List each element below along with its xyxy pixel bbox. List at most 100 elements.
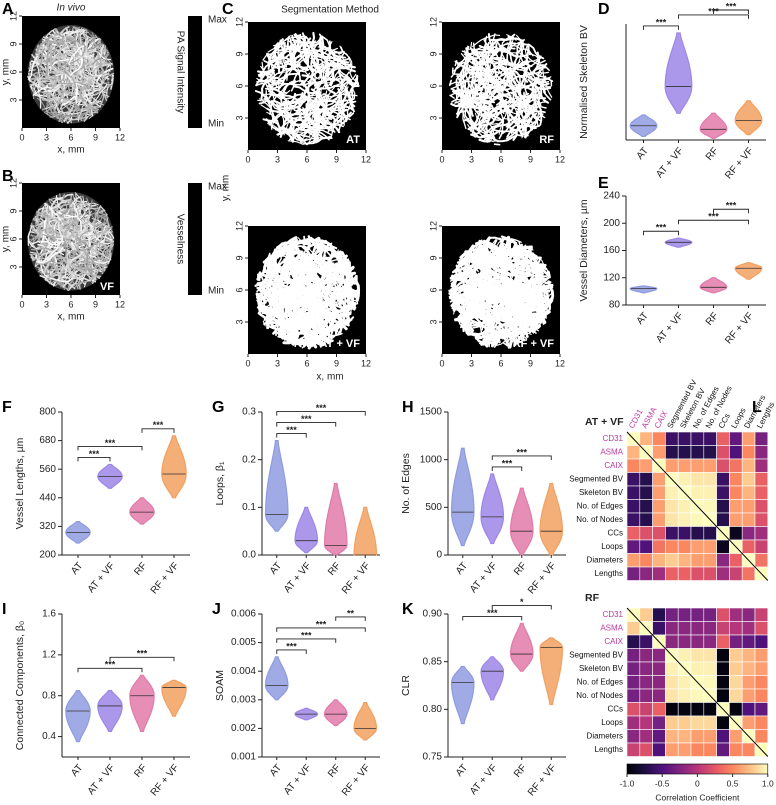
vessel	[62, 212, 78, 239]
vessel	[488, 72, 508, 99]
vessel	[51, 30, 83, 38]
heatmap-cell	[665, 621, 679, 636]
heatmap-cell	[626, 566, 641, 581]
heatmap-cell	[639, 648, 653, 663]
y-tick-label: 120	[603, 272, 620, 283]
vessel	[480, 108, 503, 127]
heatmap-cell	[639, 675, 653, 690]
vessel	[313, 64, 331, 91]
vessel	[273, 264, 285, 293]
y-tick-label: 200	[603, 218, 620, 229]
heatmap-cell	[716, 607, 730, 622]
vessel	[88, 43, 103, 51]
vessel	[53, 265, 81, 280]
heatmap-cell	[665, 607, 679, 622]
vessel	[471, 254, 489, 281]
vessel	[85, 202, 91, 233]
heatmap-cell	[652, 539, 666, 554]
violin	[353, 506, 378, 556]
violin	[323, 699, 348, 727]
vessel	[103, 51, 109, 82]
vessel	[272, 57, 303, 69]
vessel	[268, 93, 299, 102]
vessel	[474, 327, 495, 340]
vessel	[266, 53, 271, 70]
heatmap-cell	[626, 526, 641, 541]
vessel	[539, 64, 550, 71]
vessel	[69, 49, 83, 76]
vessel	[44, 274, 74, 283]
vessel	[314, 290, 337, 312]
heatmap-cell	[729, 499, 743, 514]
heatmap-cell	[652, 661, 666, 676]
vessel	[319, 308, 338, 336]
heatmap-cell	[703, 485, 717, 500]
vessel	[261, 272, 276, 301]
vessel	[458, 258, 474, 276]
image-label: VF	[100, 281, 114, 293]
vessel	[47, 253, 55, 282]
vessel	[257, 70, 264, 77]
heatmap-cell	[665, 742, 679, 757]
panel-letter: H	[402, 399, 414, 416]
vessel	[502, 275, 518, 305]
vessel	[285, 240, 311, 257]
vessel	[63, 239, 74, 266]
heatmap-cell	[639, 702, 653, 717]
row-label: ASMA	[600, 447, 623, 456]
vessel	[324, 244, 329, 260]
violin	[480, 656, 505, 701]
heatmap-cell	[690, 539, 705, 554]
heatmap-cell	[665, 675, 679, 690]
panel-letter: D	[598, 1, 610, 18]
vessel	[265, 254, 291, 261]
row-label: CAIX	[604, 461, 623, 470]
vessel	[69, 40, 86, 64]
heatmap-cell	[690, 458, 705, 473]
vessel	[512, 275, 523, 307]
y-tick-label: 0.001	[231, 752, 256, 763]
heatmap-cell	[754, 499, 769, 514]
heatmap-cell	[690, 661, 705, 676]
vessel	[289, 244, 298, 275]
vessel	[67, 49, 97, 59]
vessel	[501, 237, 522, 243]
vessel	[273, 295, 283, 326]
vessel	[91, 44, 104, 56]
vessel	[68, 75, 79, 104]
vessel	[56, 196, 63, 212]
heatmap-cell	[626, 661, 641, 676]
significance-bracket	[141, 428, 175, 433]
heatmap-cell	[690, 512, 705, 527]
heatmap-cell	[729, 526, 743, 541]
vessel	[70, 226, 99, 232]
x-tick-label: 3	[275, 358, 280, 368]
x-axis-label: x, mm	[57, 312, 84, 323]
violin	[699, 112, 728, 139]
heatmap-cell	[652, 742, 666, 757]
significance-bracket	[276, 411, 366, 416]
x-tick-label: AT	[268, 763, 284, 779]
row-label: Lengths	[595, 569, 623, 578]
vessel	[355, 293, 359, 305]
diagonal	[626, 607, 769, 757]
heatmap-cell	[716, 648, 730, 663]
vessel	[284, 72, 311, 86]
heatmap-cell	[716, 499, 730, 514]
vessel	[494, 67, 526, 71]
vessel	[452, 73, 465, 77]
x-tick-label: 9	[334, 358, 339, 368]
colorbar-label: PA Signal Intensity	[174, 31, 185, 114]
colorbar-tick-label: 0.5	[727, 778, 739, 788]
vessel	[532, 277, 541, 307]
x-tick-label: RF	[704, 311, 721, 328]
y-tick-label: 6	[428, 83, 438, 88]
vessel	[267, 46, 278, 53]
vessel	[474, 112, 494, 135]
x-tick-label: RF + VF	[723, 311, 756, 347]
violin	[509, 487, 534, 556]
x-tick-label: RF	[326, 763, 343, 780]
vessel	[464, 301, 494, 319]
vessel	[269, 91, 287, 115]
vessel	[309, 98, 337, 114]
